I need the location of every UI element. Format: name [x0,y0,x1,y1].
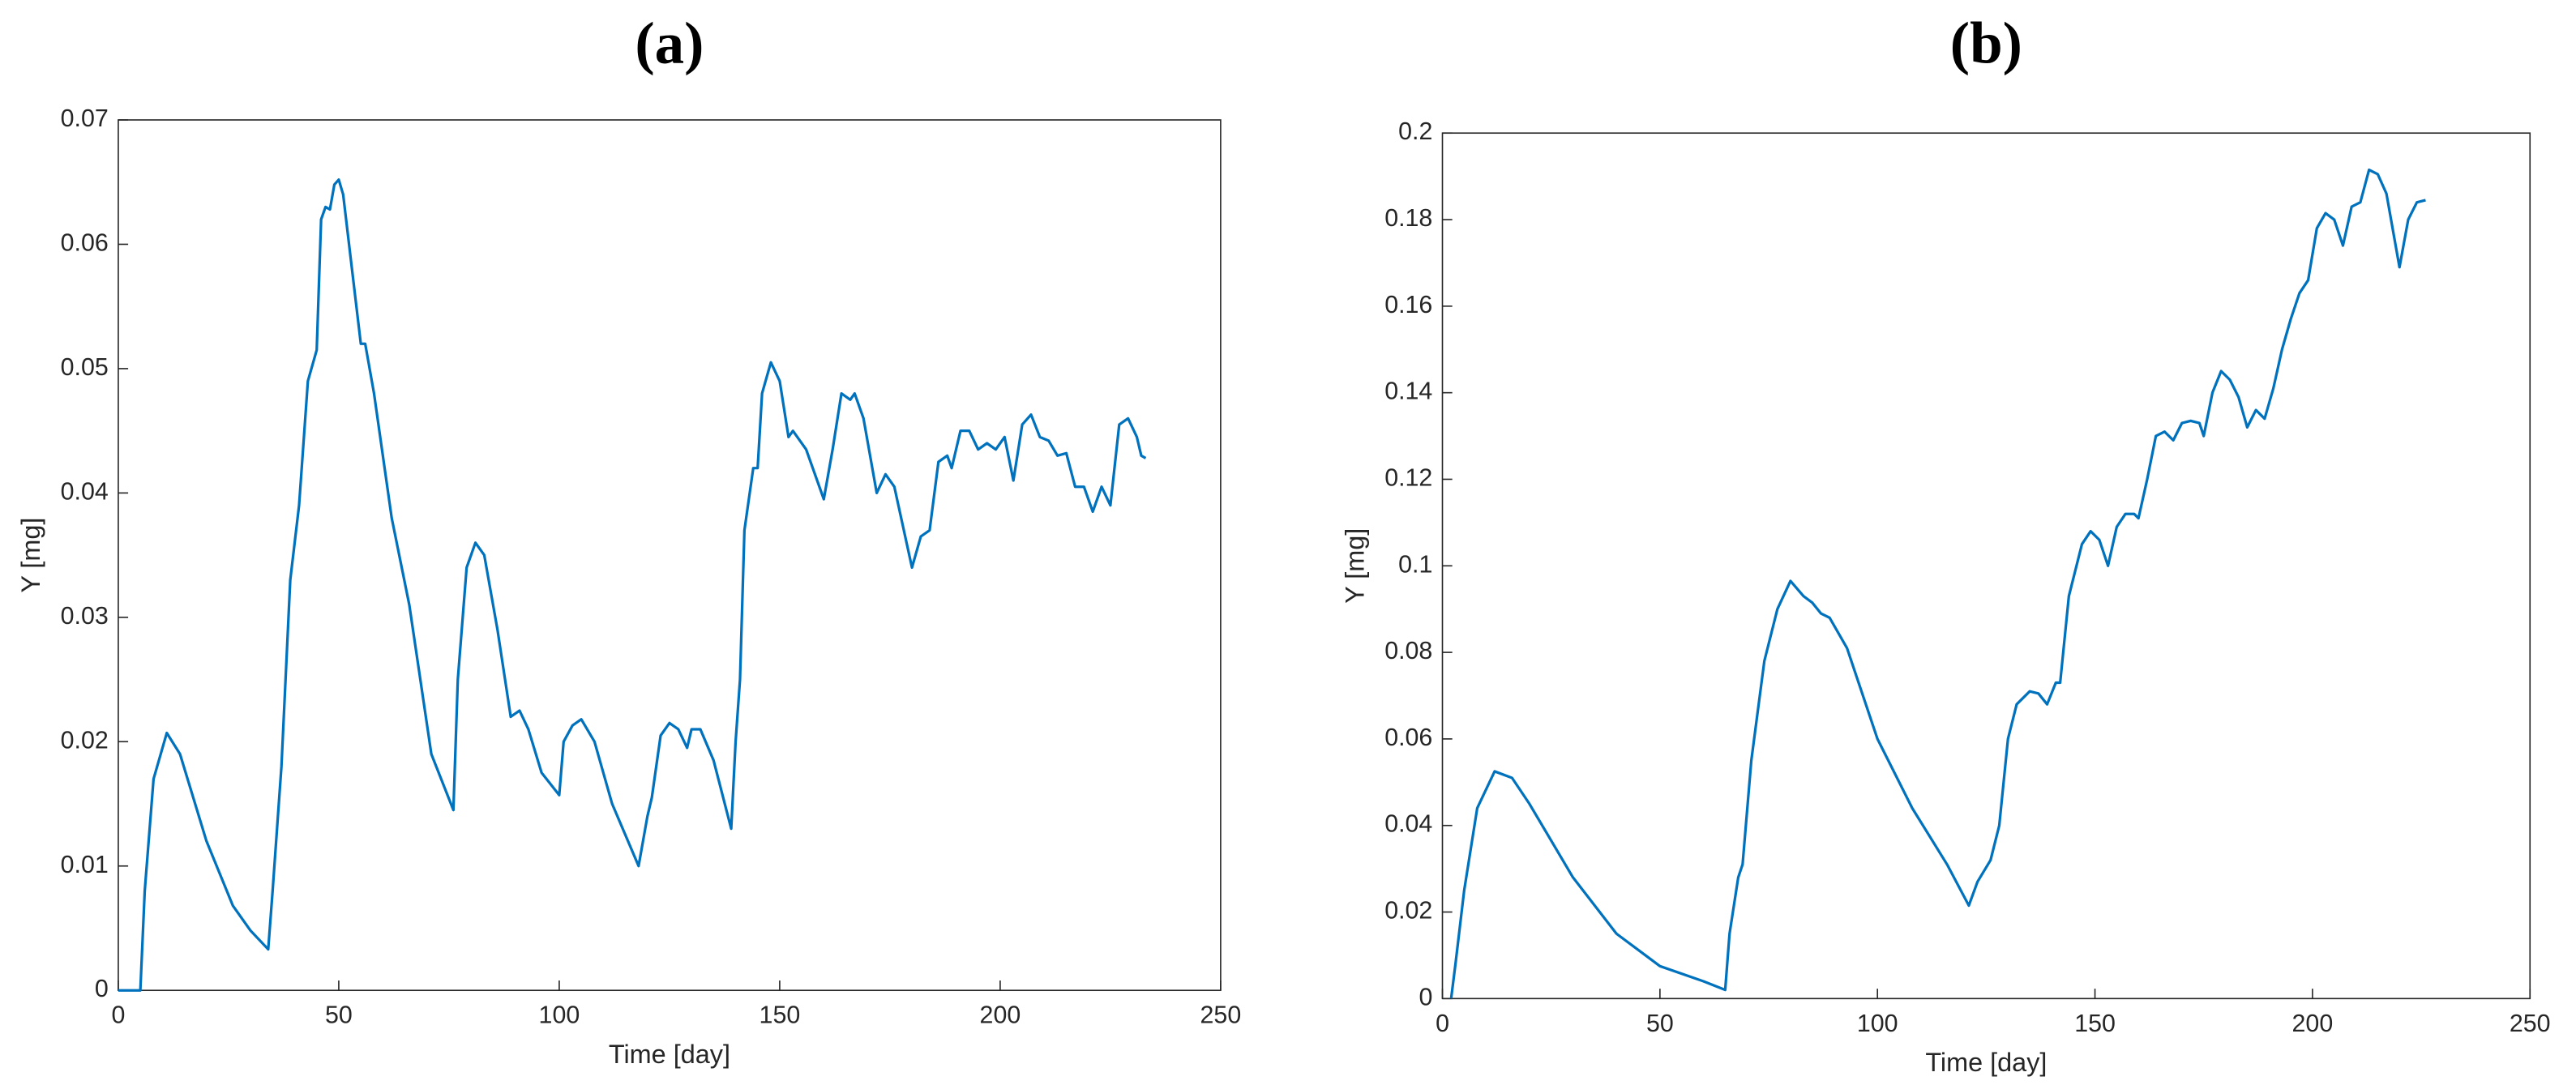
y-tick-label: 0.01 [61,851,109,878]
y-tick-label: 0.2 [1398,117,1432,145]
chart-title: (a) [635,11,704,76]
x-tick-label: 150 [2074,1010,2116,1037]
y-tick-label: 0.12 [1384,464,1432,492]
y-tick-label: 0.08 [1384,637,1432,664]
x-tick-label: 0 [111,1002,125,1029]
y-tick-label: 0.04 [1384,810,1432,838]
x-tick-label: 250 [2510,1010,2551,1037]
x-tick-label: 200 [980,1002,1021,1029]
y-tick-label: 0.1 [1398,550,1432,578]
y-tick-label: 0.05 [61,353,109,381]
x-tick-label: 50 [325,1002,353,1029]
y-tick-label: 0.07 [61,105,109,132]
y-tick-label: 0.03 [61,602,109,630]
data-line [118,178,1147,992]
chart-title: (b) [1950,11,2022,76]
x-tick-label: 50 [1646,1010,1674,1037]
x-tick-label: 100 [1857,1010,1898,1037]
x-tick-label: 150 [760,1002,801,1029]
plot-area [118,119,1222,992]
x-tick-label: 250 [1200,1002,1242,1029]
y-tick-label: 0 [95,975,109,1002]
x-tick-label: 200 [2292,1010,2334,1037]
y-tick-label: 0.16 [1384,291,1432,318]
y-tick-label: 0.04 [61,477,109,505]
y-tick-label: 0.06 [61,229,109,256]
y-tick-label: 0.02 [1384,897,1432,925]
x-axis-label: Time [day] [609,1040,730,1069]
y-axis-label: Y [mg] [1341,528,1370,604]
y-tick-label: 0 [1419,983,1432,1010]
plot-area [1441,132,2531,1000]
y-axis-label: Y [mg] [16,518,45,593]
y-tick-label: 0.18 [1384,204,1432,232]
y-tick-label: 0.14 [1384,378,1432,405]
data-line [1449,169,2426,999]
x-axis-label: Time [day] [1925,1048,2047,1077]
y-tick-label: 0.06 [1384,724,1432,751]
x-tick-label: 100 [539,1002,580,1029]
x-tick-label: 0 [1436,1010,1449,1037]
y-tick-label: 0.02 [61,726,109,754]
